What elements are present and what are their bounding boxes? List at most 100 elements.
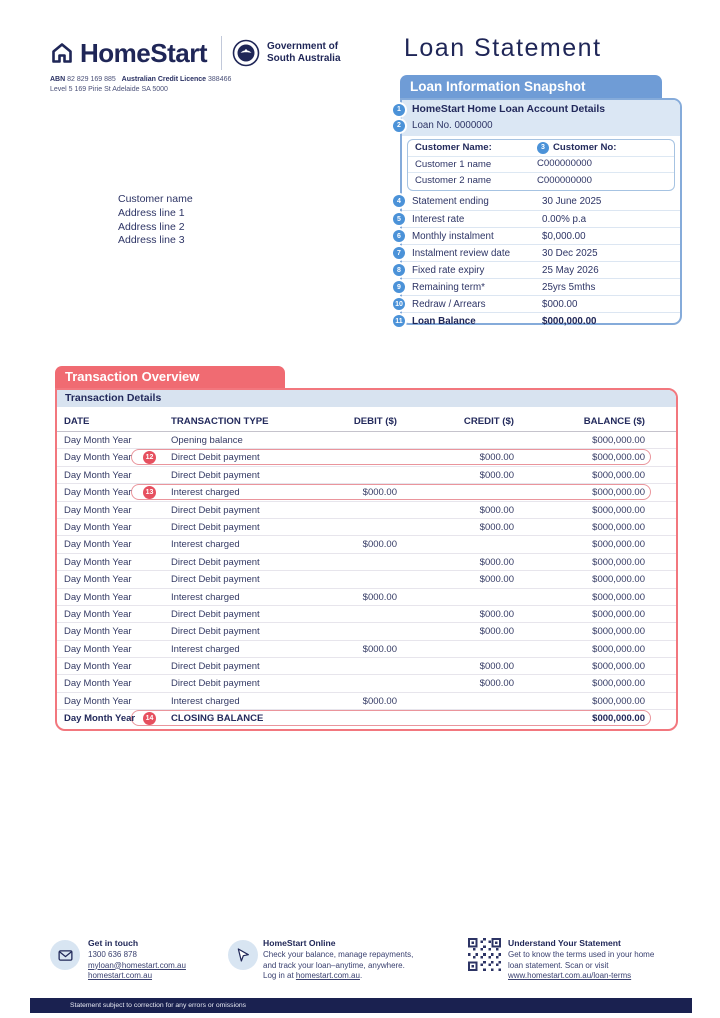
transaction-balance: $000,000.00: [592, 487, 645, 499]
transaction-type: Direct Debit payment: [171, 556, 260, 568]
transaction-balance: $000,000.00: [592, 539, 645, 551]
row-number-badge: 12: [143, 451, 156, 465]
transaction-credit: $000.00: [479, 608, 514, 620]
item-number-badge: 4: [393, 195, 405, 207]
transaction-date: Day Month Year: [64, 695, 132, 707]
transaction-date: Day Month Year: [64, 556, 132, 568]
transactions-box: Transaction Details DATE TRANSACTION TYP…: [55, 388, 678, 731]
transaction-type: Direct Debit payment: [171, 521, 260, 533]
transaction-debit: $000.00: [362, 487, 397, 499]
transaction-type: Interest charged: [171, 591, 240, 603]
footer-terms-link[interactable]: www.homestart.com.au/loan-terms: [508, 971, 632, 980]
transaction-type: Direct Debit payment: [171, 469, 260, 481]
transaction-credit: $000.00: [479, 678, 514, 690]
snapshot-item-label: Interest rate: [412, 213, 465, 225]
transaction-date: Day Month Year: [64, 504, 132, 516]
abn-licence-line: ABN 82 829 169 885 Australian Credit Lic…: [50, 76, 232, 83]
document-title: Loan Statement: [404, 34, 602, 62]
number-badge-1: 1: [393, 104, 405, 116]
footer-website-link[interactable]: homestart.com.au: [88, 971, 153, 980]
transaction-credit: $000.00: [479, 661, 514, 673]
disclaimer-bar: Statement subject to correction for any …: [30, 998, 692, 1013]
snapshot-item-row: 10 Redraw / Arrears $000.00: [393, 294, 680, 312]
transaction-date: Day Month Year: [64, 574, 132, 586]
highlight-outline: [131, 484, 651, 501]
transaction-credit: $000.00: [479, 521, 514, 533]
snapshot-item-value: $000.00: [542, 298, 578, 310]
snapshot-top-section: 1 HomeStart Home Loan Account Details 2 …: [393, 100, 680, 136]
snapshot-item-row: 9 Remaining term* 25yrs 5mths: [393, 277, 680, 295]
transaction-type: Direct Debit payment: [171, 678, 260, 690]
col-date: DATE: [64, 416, 90, 427]
footer-login-link[interactable]: homestart.com.au: [295, 971, 360, 980]
transaction-date: Day Month Year: [64, 661, 132, 673]
transaction-date: Day Month Year: [64, 713, 136, 725]
envelope-icon: [50, 940, 80, 970]
footer-login-line: Log in at homestart.com.au.: [263, 971, 363, 980]
snapshot-section-title: Loan Information Snapshot: [400, 75, 662, 98]
recipient-line: Address line 1: [118, 206, 185, 219]
transaction-balance: $000,000.00: [592, 608, 645, 620]
transaction-row: Day Month Year Opening balance $000,000.00: [57, 432, 676, 450]
highlight-outline: [131, 449, 651, 466]
snapshot-item-value: 0.00% p.a: [542, 213, 587, 225]
transaction-row: Day Month Year Direct Debit payment $000.0…: [57, 502, 676, 519]
transaction-balance: $000,000.00: [592, 643, 645, 655]
recipient-line: Address line 3: [118, 234, 185, 247]
transaction-balance: $000,000.00: [592, 678, 645, 690]
brand-name: HomeStart: [80, 37, 207, 68]
snapshot-item-row: 8 Fixed rate expiry 25 May 2026: [393, 260, 680, 278]
transaction-type: Interest charged: [171, 539, 240, 551]
footer-understand-column: Understand Your Statement Get to know th…: [508, 938, 655, 980]
transaction-debit: $000.00: [362, 643, 397, 655]
number-badge-3: 3: [537, 141, 549, 154]
snapshot-item-label: Fixed rate expiry: [412, 264, 485, 276]
footer-email-link[interactable]: myloan@homestart.com.au: [88, 960, 186, 970]
footer-contact-column: Get in touch 1300 636 878 myloan@homesta…: [88, 938, 186, 980]
transaction-credit: $000.00: [479, 452, 514, 464]
transaction-debit: $000.00: [362, 695, 397, 707]
transaction-date: Day Month Year: [64, 608, 132, 620]
transaction-type: Interest charged: [171, 487, 240, 499]
transaction-balance: $000,000.00: [592, 661, 645, 673]
snapshot-item-label: Redraw / Arrears: [412, 298, 486, 310]
transaction-balance: $000,000.00: [592, 713, 645, 725]
transaction-type: Direct Debit payment: [171, 661, 260, 673]
snapshot-item-row: 6 Monthly instalment $0,000.00: [393, 226, 680, 244]
cursor-icon: [228, 940, 258, 970]
snapshot-item-value: 30 Dec 2025: [542, 247, 598, 259]
transaction-date: Day Month Year: [64, 626, 132, 638]
transaction-row: Day Month Year Direct Debit payment $000.0…: [57, 467, 676, 485]
transaction-row: Day Month Year 14 CLOSING BALANCE $000,000.…: [57, 710, 676, 727]
customer-table-header: Customer Name: 3 Customer No:: [408, 140, 674, 157]
snapshot-item-row: 11 Loan Balance $000,000.00: [393, 311, 680, 329]
transaction-balance: $000,000.00: [592, 695, 645, 707]
transactions-rows: Day Month Year Opening balance $000,000.00…: [57, 432, 676, 728]
snapshot-item-value: 30 June 2025: [542, 195, 602, 207]
transaction-credit: $000.00: [479, 469, 514, 481]
snapshot-item-row: 7 Instalment review date 30 Dec 2025: [393, 243, 680, 261]
transaction-row: Day Month Year 13 Interest charged $000.00 $…: [57, 484, 676, 502]
transaction-row: Day Month Year Direct Debit payment $000.0…: [57, 675, 676, 693]
street-address-line: Level 5 169 Pirie St Adelaide SA 5000: [50, 86, 168, 93]
recipient-line: Customer name: [118, 193, 193, 205]
item-number-badge: 8: [393, 264, 405, 276]
transaction-row: Day Month Year Interest charged $000.00 $00…: [57, 536, 676, 554]
transaction-row: Day Month Year Interest charged $000.00 $00…: [57, 693, 676, 711]
customer-table-row: Customer 1 name C000000000: [408, 157, 674, 173]
transaction-type: Direct Debit payment: [171, 626, 260, 638]
row-number-badge: 13: [143, 486, 156, 500]
number-badge-2: 2: [393, 120, 405, 132]
transaction-date: Day Month Year: [64, 487, 132, 499]
transaction-balance: $000,000.00: [592, 556, 645, 568]
transaction-date: Day Month Year: [64, 678, 132, 690]
transaction-balance: $000,000.00: [592, 469, 645, 481]
transaction-type: Interest charged: [171, 643, 240, 655]
item-number-badge: 6: [393, 230, 405, 242]
item-number-badge: 5: [393, 213, 405, 225]
transaction-row: Day Month Year Direct Debit payment $000.0…: [57, 571, 676, 589]
item-number-badge: 9: [393, 281, 405, 293]
customer-table-row: Customer 2 name C000000000: [408, 173, 674, 190]
customer-name-header: Customer Name:: [415, 142, 492, 153]
transaction-balance: $000,000.00: [592, 452, 645, 464]
